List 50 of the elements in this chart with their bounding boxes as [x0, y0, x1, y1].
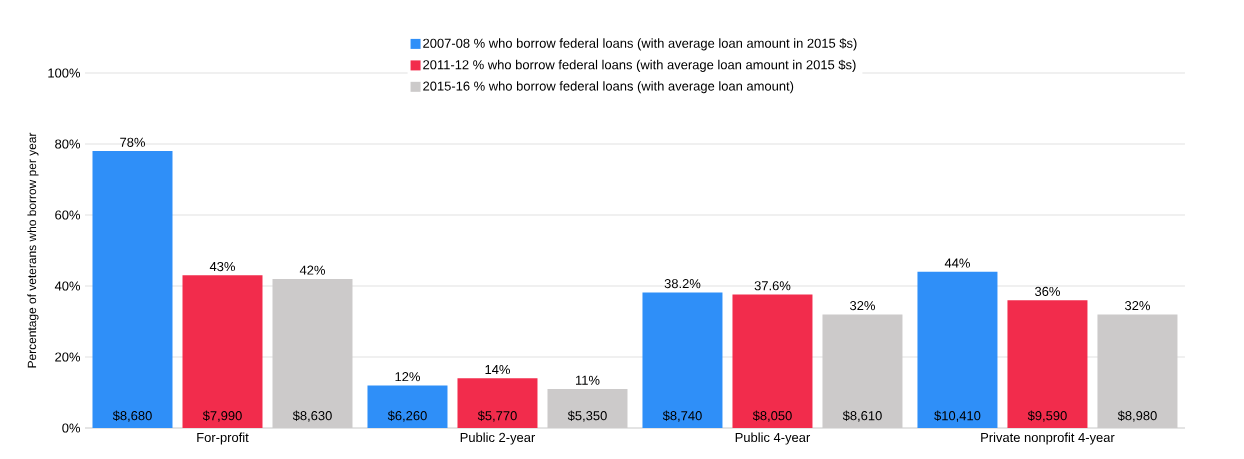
data-label: 44% [944, 258, 970, 268]
annotation: $7,990 [202, 410, 242, 422]
legend-label: 2007-08 % who borrow federal loans (with average loan amount in 2015 $s) [423, 38, 857, 51]
bar [917, 271, 998, 428]
bar [92, 151, 173, 428]
bar [642, 292, 723, 428]
data-label: 32% [850, 301, 875, 311]
y-tick-label: 80% [55, 139, 81, 149]
x-tick-label: Public 2-year [460, 432, 536, 445]
data-label: 42% [299, 265, 325, 275]
data-label: 32% [1125, 301, 1150, 311]
legend-label: 2011-12 % who borrow federal loans (with average loan amount in 2015 $s) [423, 59, 856, 72]
bar [1007, 300, 1088, 428]
bar [182, 275, 263, 428]
bar [732, 294, 813, 428]
annotation: $10,410 [934, 410, 981, 422]
data-label: 11% [575, 375, 600, 385]
annotation: $8,740 [662, 410, 702, 422]
data-label: 37.6% [754, 281, 791, 291]
annotation: $8,610 [842, 410, 882, 422]
bar [822, 314, 903, 428]
x-tick-label: Private nonprofit 4-year [981, 432, 1115, 445]
data-label: 12% [395, 372, 420, 382]
y-tick-label: 100% [48, 68, 81, 78]
bar [272, 278, 353, 428]
annotation: $5,350 [567, 410, 607, 422]
annotation: $5,770 [477, 410, 517, 422]
annotation: $8,680 [112, 410, 152, 422]
y-tick-label: 40% [54, 281, 81, 291]
bar [547, 388, 628, 428]
annotation: $8,630 [292, 410, 332, 422]
bar [367, 385, 448, 428]
bar [457, 378, 538, 428]
y-tick-label: 0% [62, 423, 81, 433]
x-tick-label: For-profit [197, 432, 249, 445]
data-label: 36% [1035, 286, 1060, 296]
y-tick-label: 20% [55, 352, 81, 362]
annotation: $8,980 [1117, 410, 1157, 422]
data-label: 38.2% [664, 279, 701, 289]
bar [1097, 314, 1178, 428]
data-label: 78% [120, 137, 145, 147]
annotation: $6,260 [387, 410, 427, 422]
data-label: 43% [209, 261, 235, 272]
legend-label: 2015-16 % who borrow federal loans (with average loan amount) [423, 81, 794, 94]
x-tick-label: Public 4-year [735, 432, 811, 445]
annotation: $8,050 [752, 410, 792, 422]
data-label: 14% [485, 365, 510, 375]
annotation: $9,590 [1027, 410, 1067, 422]
y-tick-label: 60% [55, 210, 81, 220]
y-axis-title: Percentage of veterans who borrow per year [27, 132, 39, 368]
